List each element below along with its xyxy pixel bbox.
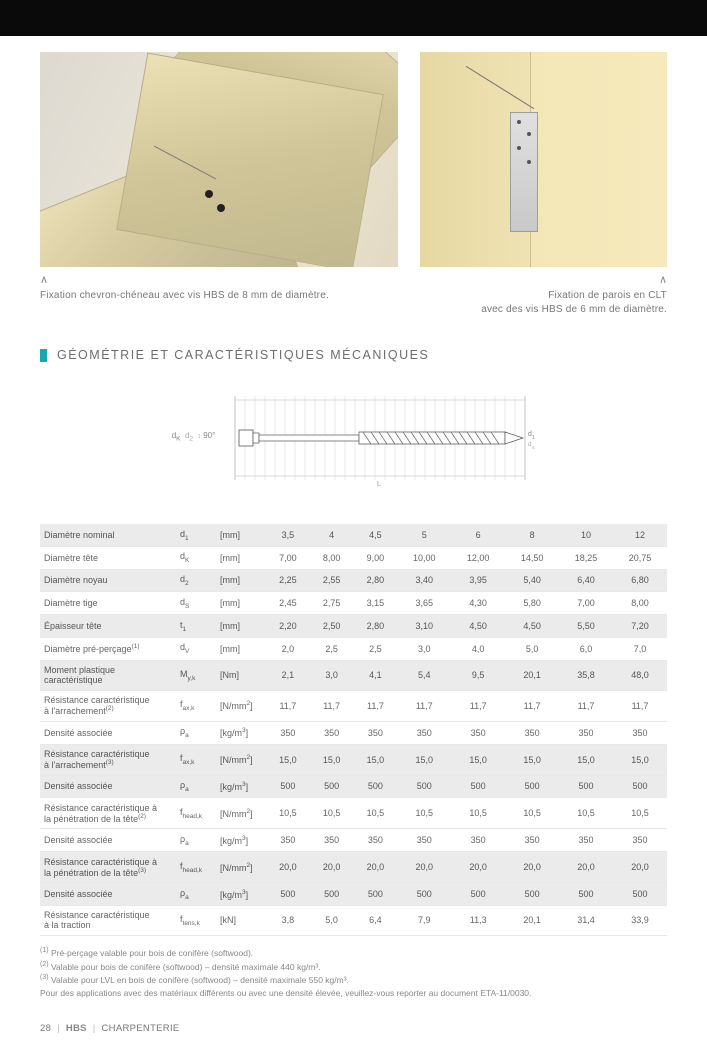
arrow-up-icon: ∧	[40, 273, 398, 286]
spec-table: Diamètre nominald1[mm]3,544,55681012Diam…	[40, 524, 667, 936]
divider-icon: |	[93, 1023, 96, 1034]
caption-right-line1: Fixation de parois en CLT	[548, 290, 667, 301]
screw-svg-icon: d 1 d S L	[225, 388, 535, 488]
screw-diagram: dK d2 ↕ 90°	[172, 388, 536, 488]
footer-category: CHARPENTERIE	[102, 1023, 180, 1034]
section-title-row: GÉOMÉTRIE ET CARACTÉRISTIQUES MÉCANIQUES	[0, 316, 707, 362]
divider-icon: |	[57, 1023, 60, 1034]
table-row: Résistance caractéristique àla pénétrati…	[40, 852, 667, 883]
spec-table-wrap: Diamètre nominald1[mm]3,544,55681012Diam…	[0, 518, 707, 936]
footnote-1: (1) Pré-perçage valable pour bois de con…	[40, 946, 667, 960]
table-row: Densité associéeρa[kg/m3]350350350350350…	[40, 829, 667, 852]
table-row: Résistance caractéristique àla pénétrati…	[40, 798, 667, 829]
screw-diagram-wrap: dK d2 ↕ 90°	[0, 362, 707, 518]
dim-labels-left: dK d2 ↕ 90°	[172, 431, 216, 444]
table-row: Résistance caractéristiqueà l'arrachemen…	[40, 744, 667, 775]
svg-text:1: 1	[532, 435, 535, 441]
accent-bar-icon	[40, 349, 47, 362]
arrow-up-icon: ∧	[420, 273, 667, 286]
svg-text:S: S	[532, 445, 535, 450]
photo-box-left: ∧ Fixation chevron-chéneau avec vis HBS …	[40, 52, 398, 316]
table-row: Épaisseur têtet1[mm]2,202,502,803,104,50…	[40, 615, 667, 638]
footnote-3: (3) Valable pour LVL en bois de conifère…	[40, 973, 667, 987]
svg-text:d: d	[528, 442, 531, 448]
caption-right: Fixation de parois en CLT avec des vis H…	[420, 289, 667, 316]
table-row: Diamètre têtedK[mm]7,008,009,0010,0012,0…	[40, 546, 667, 569]
table-row: Résistance caractéristiqueà l'arrachemen…	[40, 690, 667, 721]
product-code: HBS	[66, 1023, 87, 1034]
top-black-bar	[0, 0, 707, 36]
page-number: 28	[40, 1023, 51, 1034]
table-row: Diamètre tigedS[mm]2,452,753,153,654,305…	[40, 592, 667, 615]
table-row: Densité associéeρa[kg/m3]500500500500500…	[40, 883, 667, 906]
table-header-row: Diamètre nominald1[mm]3,544,55681012	[40, 524, 667, 546]
footnotes: (1) Pré-perçage valable pour bois de con…	[0, 936, 707, 999]
table-row: Densité associéeρa[kg/m3]500500500500500…	[40, 775, 667, 798]
svg-text:L: L	[377, 481, 381, 488]
caption-left: Fixation chevron-chéneau avec vis HBS de…	[40, 289, 398, 303]
photo-right	[420, 52, 667, 267]
photo-row: ∧ Fixation chevron-chéneau avec vis HBS …	[0, 36, 707, 316]
footnote-4: Pour des applications avec des matériaux…	[40, 987, 667, 1000]
photo-box-right: ∧ Fixation de parois en CLT avec des vis…	[420, 52, 667, 316]
footnote-2: (2) Valable pour bois de conifère (softw…	[40, 960, 667, 974]
table-row: Moment plastiquecaractéristiqueMy,k[Nm]2…	[40, 660, 667, 690]
photo-left	[40, 52, 398, 267]
table-row: Diamètre pré-perçage(1)dV[mm]2,02,52,53,…	[40, 637, 667, 660]
table-row: Densité associéeρa[kg/m3]350350350350350…	[40, 721, 667, 744]
page-footer: 28 | HBS | CHARPENTERIE	[0, 999, 707, 1048]
table-row: Résistance caractéristiqueà la tractionf…	[40, 905, 667, 935]
section-title: GÉOMÉTRIE ET CARACTÉRISTIQUES MÉCANIQUES	[57, 348, 429, 362]
caption-right-line2: avec des vis HBS de 6 mm de diamètre.	[481, 304, 667, 315]
table-row: Diamètre noyaud2[mm]2,252,552,803,403,95…	[40, 569, 667, 592]
